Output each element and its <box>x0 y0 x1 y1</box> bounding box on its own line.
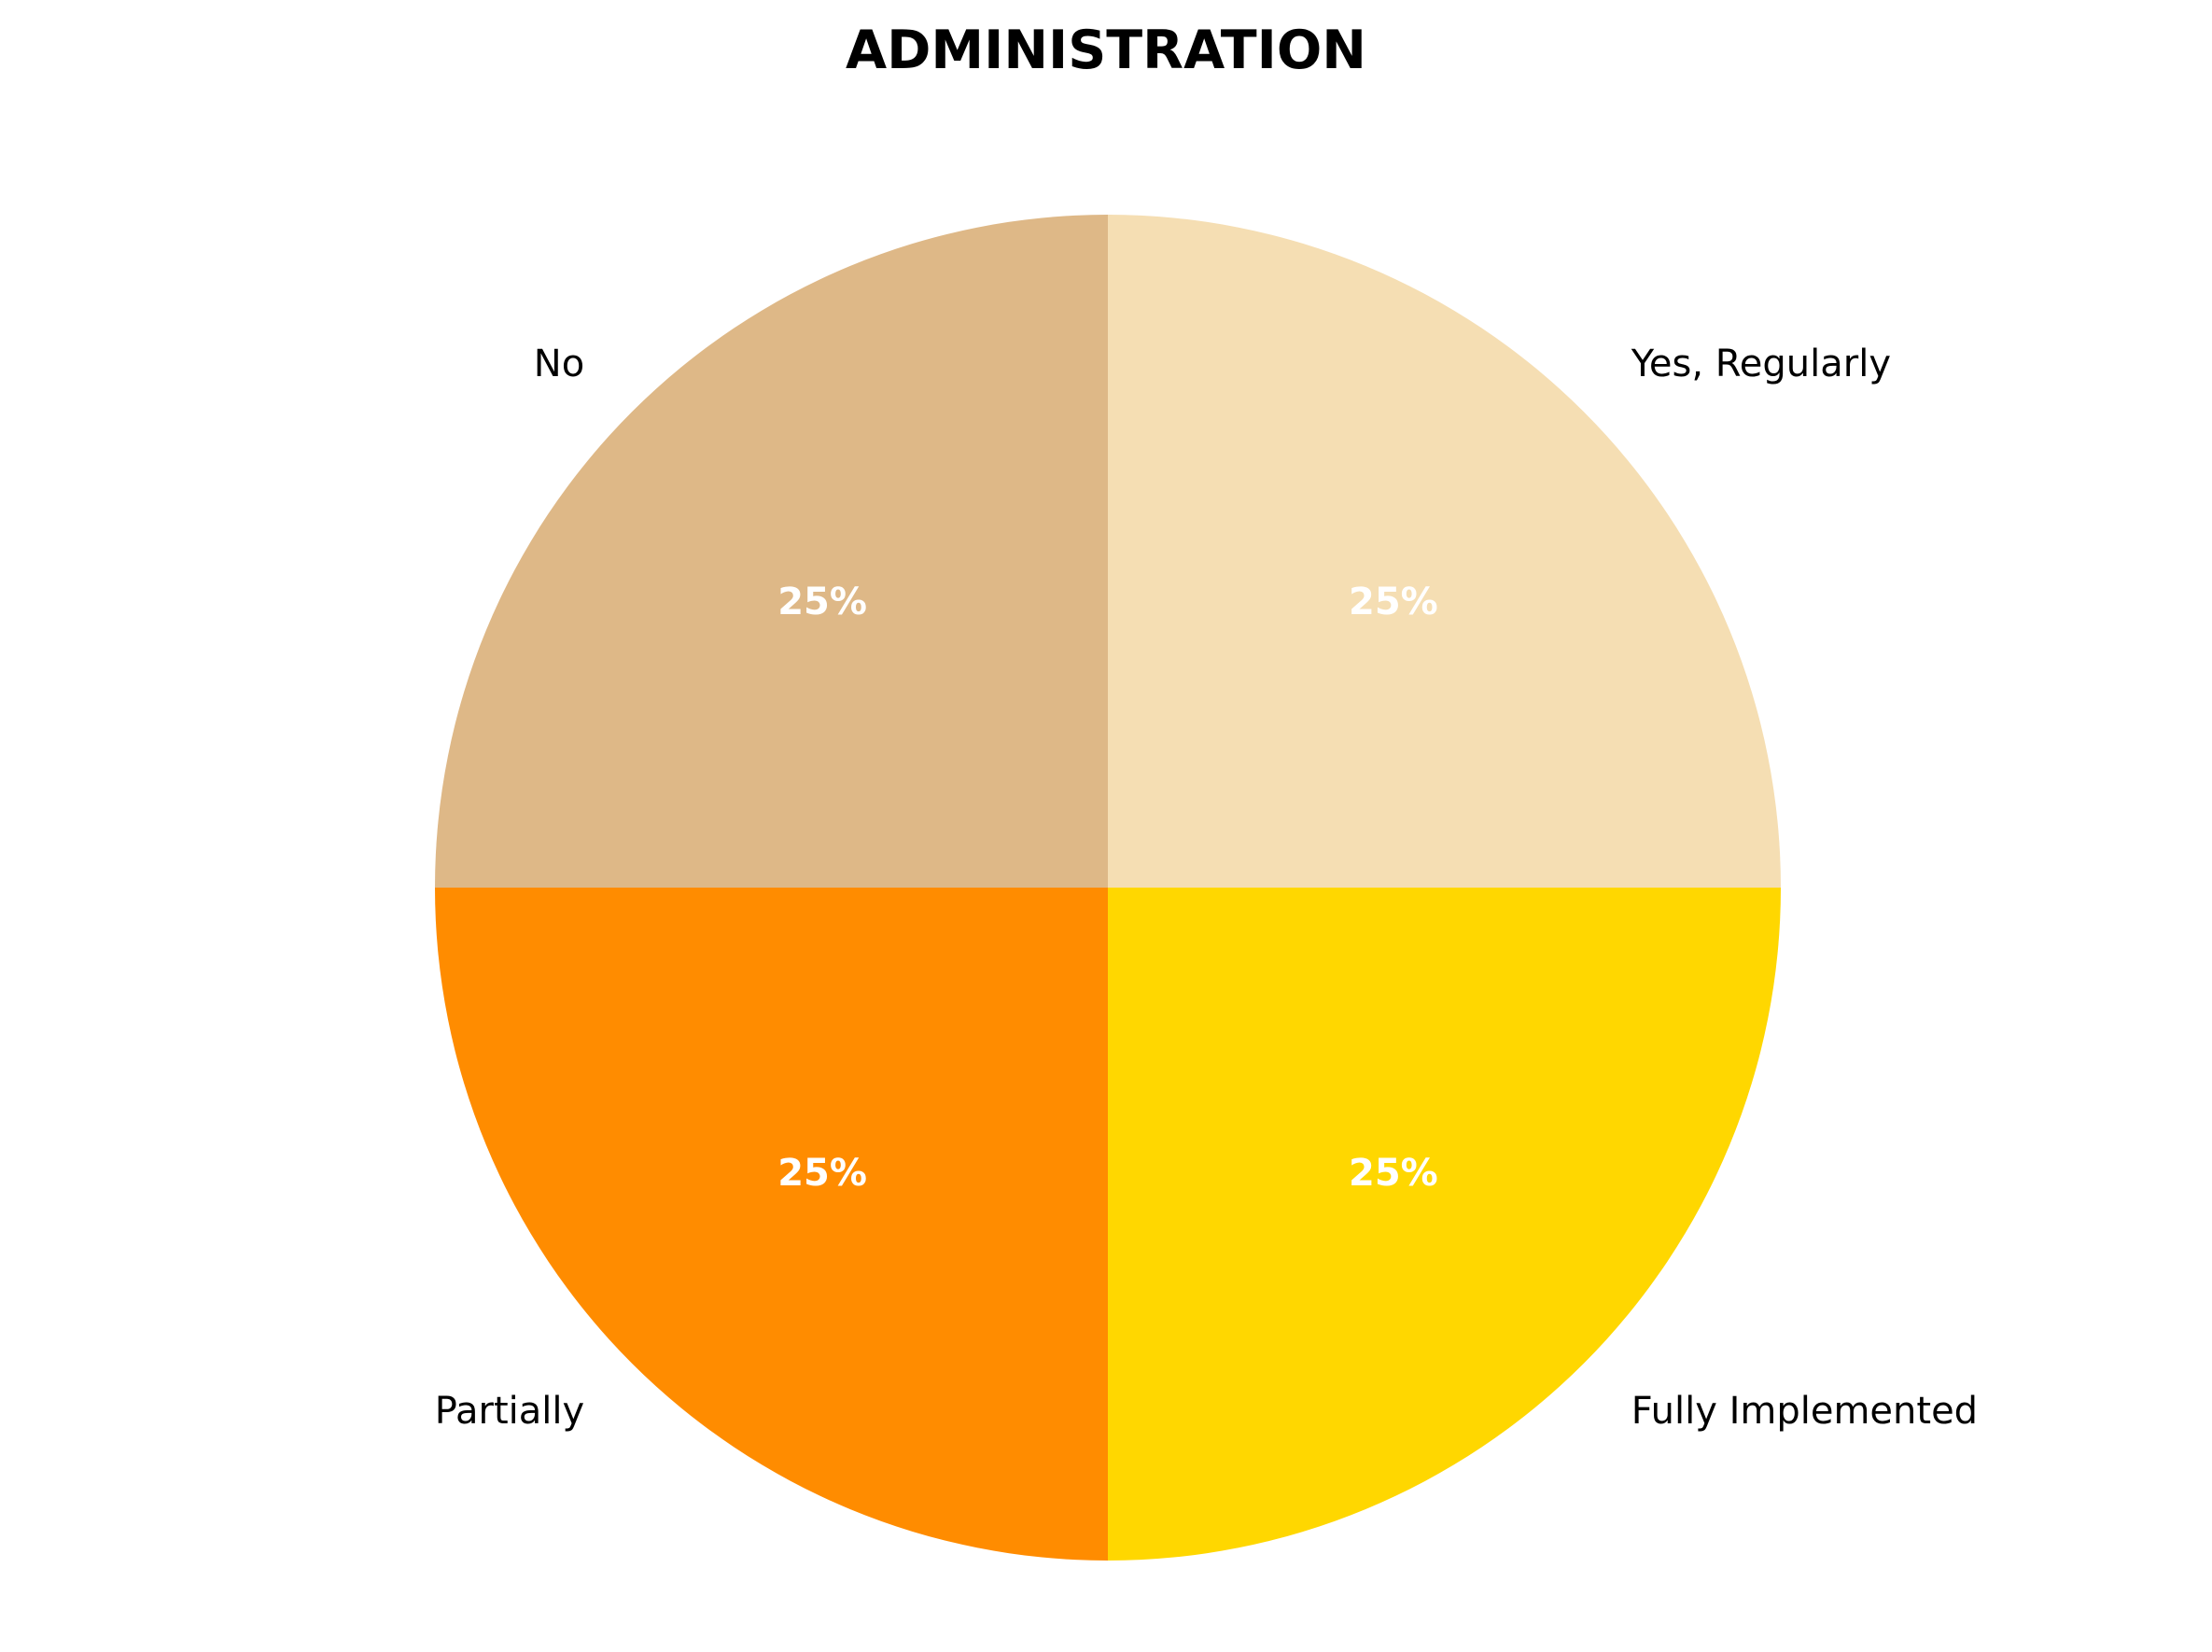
slice-label-fully-implemented: Fully Implemented <box>1631 1390 1978 1433</box>
slice-percent-fully-implemented: 25% <box>1349 1152 1438 1195</box>
slice-percent-no: 25% <box>777 581 867 623</box>
slice-percent-partially: 25% <box>777 1152 867 1195</box>
slice-label-no: No <box>534 343 584 385</box>
slice-label-partially: Partially <box>435 1390 585 1433</box>
pie-slice-partially <box>435 888 1108 1561</box>
pie-slice-fully-implemented <box>1108 888 1781 1561</box>
slice-label-yes-regularly: Yes, Regularly <box>1631 343 1891 385</box>
slice-percent-yes-regularly: 25% <box>1349 581 1438 623</box>
pie-labels: No 25% Partially 25% Fully Implemented 25% Yes… <box>435 343 1978 1433</box>
pie-slices <box>435 215 1781 1561</box>
chart-title: ADMINISTRATION <box>846 20 1366 81</box>
pie-slice-yes-regularly <box>1108 215 1781 888</box>
pie-slice-no <box>435 215 1108 888</box>
